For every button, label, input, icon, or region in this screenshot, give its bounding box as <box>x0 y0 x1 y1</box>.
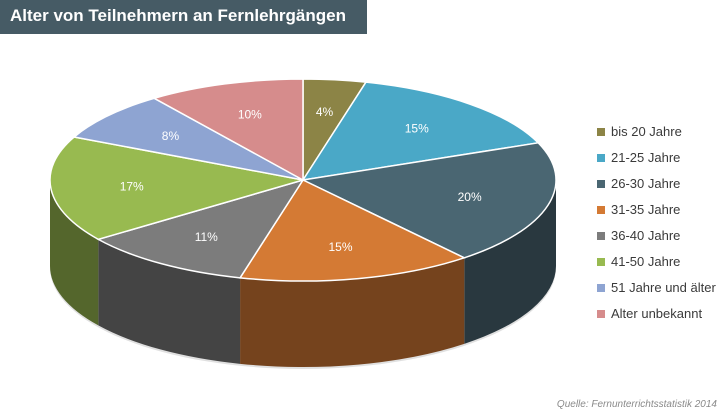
legend-swatch <box>597 128 605 136</box>
legend-label: 21-25 Jahre <box>611 150 681 165</box>
pie-slice-26-30-jahre <box>300 142 557 259</box>
data-label-21-25-jahre: 15% <box>405 121 429 135</box>
legend-label: 41-50 Jahre <box>611 254 681 269</box>
data-label-31-35-jahre: 15% <box>329 240 353 254</box>
legend-label: Alter unbekannt <box>611 306 703 321</box>
pie-slice-41-50-jahre <box>49 136 304 241</box>
legend-label: 51 Jahre und älter <box>611 280 716 295</box>
data-label-bis-20-jahre: 4% <box>316 105 334 119</box>
pie-side-41-50-jahre <box>50 180 99 326</box>
pie-side-26-30-jahre <box>464 180 556 344</box>
source-note: Quelle: Fernunterrichtsstatistik 2014 <box>556 399 717 410</box>
chart-title: Alter von Teilnehmern an Fernlehrgängen <box>10 6 346 25</box>
pie-labels: 4% 15% 20% 15% 11% 17% 8% 10% <box>120 105 482 254</box>
legend-label: 26-30 Jahre <box>611 176 681 191</box>
pie-slice-21-25-jahre <box>301 81 540 182</box>
data-label-26-30-jahre: 20% <box>458 190 482 204</box>
legend-swatch <box>597 154 605 162</box>
legend-label: bis 20 Jahre <box>611 124 682 139</box>
data-label-alter-unbekannt: 10% <box>238 108 262 122</box>
title-bar: Alter von Teilnehmern an Fernlehrgängen <box>0 0 367 34</box>
pie-slice-51-jahre-und-älter <box>72 97 304 181</box>
legend-swatch <box>597 284 605 292</box>
pie-side-36-40-jahre <box>98 239 241 364</box>
legend-swatch <box>597 180 605 188</box>
pie-slice-alter-unbekannt <box>152 78 304 182</box>
data-label-41-50-jahre: 17% <box>120 179 144 193</box>
legend-swatch <box>597 310 605 318</box>
legend-label: 31-35 Jahre <box>611 202 681 217</box>
data-label-36-40-jahre: 11% <box>195 230 218 244</box>
pie-slice-31-35-jahre <box>238 179 467 282</box>
pie-slice-36-40-jahre <box>96 178 305 279</box>
pie-slices <box>49 78 557 282</box>
data-label-51-jahre-und-älter: 8% <box>162 129 180 143</box>
legend-swatch <box>597 206 605 214</box>
legend-swatch <box>597 232 605 240</box>
legend-swatch <box>597 258 605 266</box>
pie-side-31-35-jahre <box>240 257 465 367</box>
legend-label: 36-40 Jahre <box>611 228 681 243</box>
